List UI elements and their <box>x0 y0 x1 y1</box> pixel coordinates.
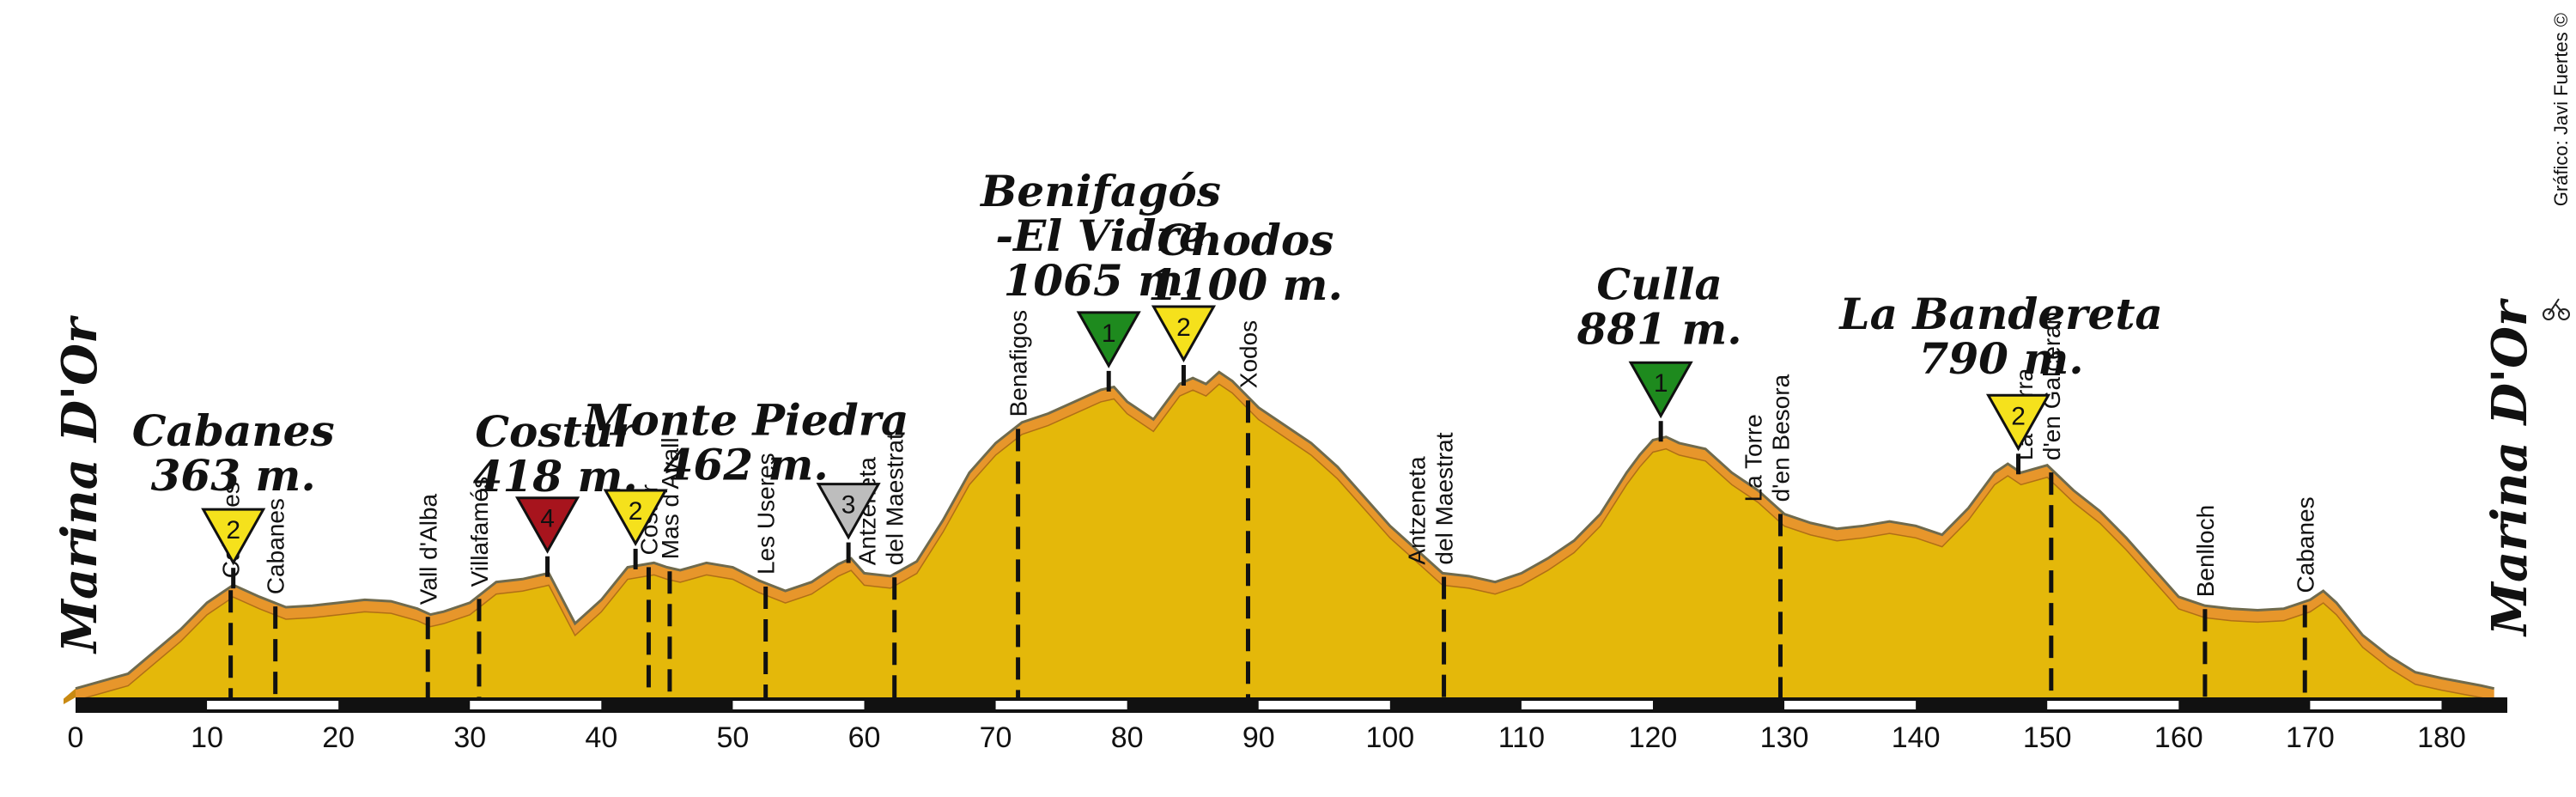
town-label: Villafamés <box>466 477 493 587</box>
climb-category-number: 2 <box>2011 402 2026 430</box>
peak-label-line: 363 m. <box>151 450 316 501</box>
town-label-line: Cabanes <box>263 498 289 594</box>
climb-category-badge <box>1076 311 1141 368</box>
edge-labels-layer: Marina D'Or Marina D'Or <box>52 298 2538 654</box>
axis-segment <box>732 701 865 709</box>
town-label-line: Vall d'Alba <box>415 493 441 605</box>
axis-tick-label: 90 <box>1242 721 1275 754</box>
axis-segment <box>1784 701 1917 709</box>
axis-tick-label: 110 <box>1498 721 1545 754</box>
climb-category-number: 3 <box>841 491 856 520</box>
climb-category-number: 2 <box>1176 313 1191 342</box>
peak-label-line: 462 m. <box>664 439 829 490</box>
axis-tick-label: 70 <box>980 721 1012 754</box>
axis-tick-label: 80 <box>1111 721 1144 754</box>
credit-text: Gráfico: Javi Fuertes © <box>2550 13 2572 206</box>
peak-label-line: Costur <box>475 406 639 457</box>
axis-tick-label: 100 <box>1365 721 1414 754</box>
peak-label-line: 790 m. <box>1919 333 2084 384</box>
peak-label-line: Benifagós <box>979 166 1221 216</box>
town-label-line: Benlloch <box>2192 505 2219 597</box>
peak-label-line: 1100 m. <box>1148 259 1343 310</box>
peak-label-line: 418 m. <box>473 451 638 502</box>
end-location-label: Marina D'Or <box>2482 298 2538 637</box>
town-label-line: Cabanes <box>2292 496 2318 593</box>
axis-segment <box>470 701 602 709</box>
town-label: Benlloch <box>2192 505 2219 597</box>
climb-badges-layer: 2 4 2 3 1 2 1 2 <box>201 305 2051 589</box>
town-label-line: Benafigos <box>1005 310 1032 417</box>
axis-tick-label: 40 <box>585 721 617 754</box>
axis-tick-label: 60 <box>848 721 881 754</box>
climb-category-badge <box>1628 361 1693 419</box>
town-label: Benafigos <box>1005 310 1032 417</box>
peak-label-line: La Bandereta <box>1838 289 2162 339</box>
climb-category-badge <box>514 496 580 554</box>
distance-axis: 0 10 20 30 40 50 60 70 80 90 100 110 120 130 140 150 160… <box>68 697 2507 754</box>
town-label-line: del Maestrat <box>1431 432 1458 564</box>
axis-tick-label: 10 <box>191 721 223 754</box>
climb-category-badge <box>816 483 881 540</box>
credit-layer: Gráfico: Javi Fuertes © <box>2543 13 2572 320</box>
climb-category-badge <box>1151 305 1217 363</box>
axis-segment <box>2310 701 2442 709</box>
peak-label-line: -El Vidre <box>995 210 1206 261</box>
town-label-line: del Maestrat <box>882 433 908 565</box>
axis-tick-label: 150 <box>2023 721 2072 754</box>
axis-tick-label: 30 <box>453 721 486 754</box>
axis-tick-label: 120 <box>1629 721 1678 754</box>
peak-label-line: Monte Piedra <box>581 394 908 445</box>
axis-tick-label: 0 <box>68 721 84 754</box>
peak-label-line: Cabanes <box>132 405 335 456</box>
axis-tick-label: 160 <box>2154 721 2203 754</box>
axis-segment <box>1258 701 1390 709</box>
climb-category-badge <box>1985 393 2051 452</box>
axis-tick-label: 50 <box>716 721 749 754</box>
axis-tick-label: 130 <box>1760 721 1809 754</box>
start-location-label: Marina D'Or <box>52 315 108 654</box>
profile-fill <box>76 384 2494 701</box>
profile-band-edge <box>75 383 2494 702</box>
town-label: Vall d'Alba <box>415 493 441 605</box>
axis-tick-label: 180 <box>2417 721 2466 754</box>
town-label: La Torre d'en Besora <box>1740 374 1794 502</box>
town-label: Antzeneta del Maestrat <box>854 433 908 565</box>
town-label-line: d'en Galceran <box>2038 312 2065 460</box>
climb-category-number: 1 <box>1102 319 1116 348</box>
axis-tick-label: 170 <box>2286 721 2335 754</box>
profile-outline <box>75 370 2495 691</box>
peak-label-line: 881 m. <box>1577 304 1742 355</box>
peak-label-line: 1065 m. <box>1004 255 1199 306</box>
town-label-line: Les Useres <box>753 453 780 575</box>
axis-segment <box>2047 701 2179 709</box>
town-label: Cabanes <box>2292 496 2318 593</box>
town-label-line: d'en Besora <box>1767 374 1794 502</box>
town-label: Antzeneta del Maestrat <box>1404 432 1458 564</box>
axis-segment <box>995 701 1127 709</box>
peak-label-line: Culla <box>1596 259 1722 310</box>
peak-label-line: Chodos <box>1157 215 1334 265</box>
town-label-line: Xodos <box>1235 320 1261 388</box>
cyclist-logo-icon <box>2543 298 2570 320</box>
town-label: Cabanes <box>263 498 289 594</box>
climb-category-number: 2 <box>226 516 240 545</box>
town-label-line: Antzeneta <box>1404 456 1431 565</box>
town-label-line: Villafamés <box>466 477 493 587</box>
profile-layer <box>64 370 2495 704</box>
town-label: Xodos <box>1235 320 1261 388</box>
climb-category-number: 1 <box>1654 369 1668 398</box>
axis-segment <box>1521 701 1653 709</box>
town-label-line: La Torre <box>1740 414 1766 502</box>
climb-category-badge <box>201 508 266 566</box>
climb-category-number: 4 <box>540 505 555 533</box>
axis-segment <box>207 701 339 709</box>
profile-edge-shade <box>64 688 76 704</box>
climb-category-number: 2 <box>629 497 643 526</box>
climb-category-badge <box>603 489 668 547</box>
town-label: Les Useres <box>753 453 780 575</box>
axis-tick-label: 140 <box>1892 721 1941 754</box>
axis-tick-label: 20 <box>322 721 355 754</box>
